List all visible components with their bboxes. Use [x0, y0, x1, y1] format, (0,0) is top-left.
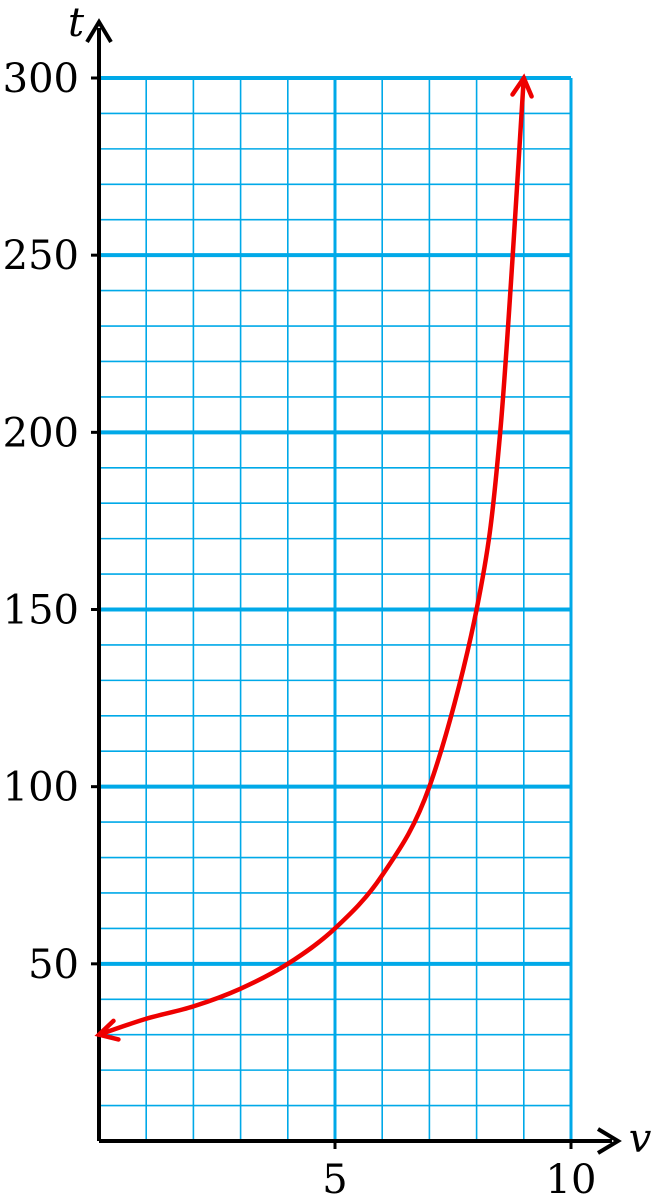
tick-labels: 50 100 150 200 250 300 5 10 — [3, 56, 597, 1196]
series-layer — [94, 73, 534, 1042]
y-tick-label: 200 — [3, 410, 79, 456]
axes — [85, 18, 622, 1155]
y-tick-label: 300 — [3, 56, 79, 102]
y-axis-arrow-icon — [85, 18, 113, 44]
x-axis-label: v — [629, 1116, 652, 1162]
x-tick-label: 10 — [546, 1157, 597, 1196]
series-start-arrow-icon — [94, 1018, 121, 1042]
y-tick-label: 250 — [3, 233, 79, 279]
series-end-arrow-icon — [510, 73, 534, 99]
x-tick-label: 5 — [322, 1157, 347, 1196]
y-tick-label: 100 — [3, 765, 79, 811]
y-axis-label: t — [68, 0, 85, 46]
y-tick-label: 50 — [28, 942, 79, 988]
series-line — [96, 75, 527, 1037]
y-tick-label: 150 — [3, 588, 79, 634]
grid — [99, 76, 573, 1141]
x-axis-arrow-icon — [596, 1127, 622, 1155]
